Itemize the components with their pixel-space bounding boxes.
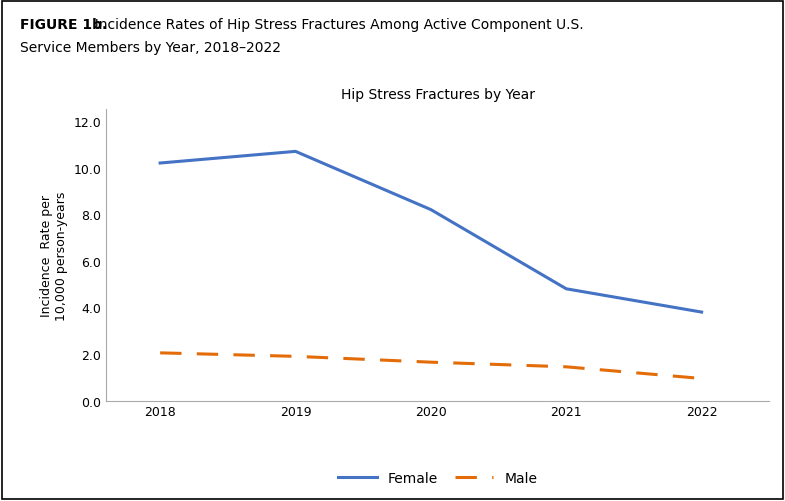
Title: Hip Stress Fractures by Year: Hip Stress Fractures by Year — [341, 88, 535, 102]
Text: Service Members by Year, 2018–2022: Service Members by Year, 2018–2022 — [20, 41, 280, 55]
Text: FIGURE 1b.: FIGURE 1b. — [20, 18, 107, 32]
Legend: Female, Male: Female, Male — [332, 466, 543, 491]
Y-axis label: Incidence  Rate per
10,000 person-years: Incidence Rate per 10,000 person-years — [40, 191, 68, 320]
Text: Incidence Rates of Hip Stress Fractures Among Active Component U.S.: Incidence Rates of Hip Stress Fractures … — [86, 18, 584, 32]
